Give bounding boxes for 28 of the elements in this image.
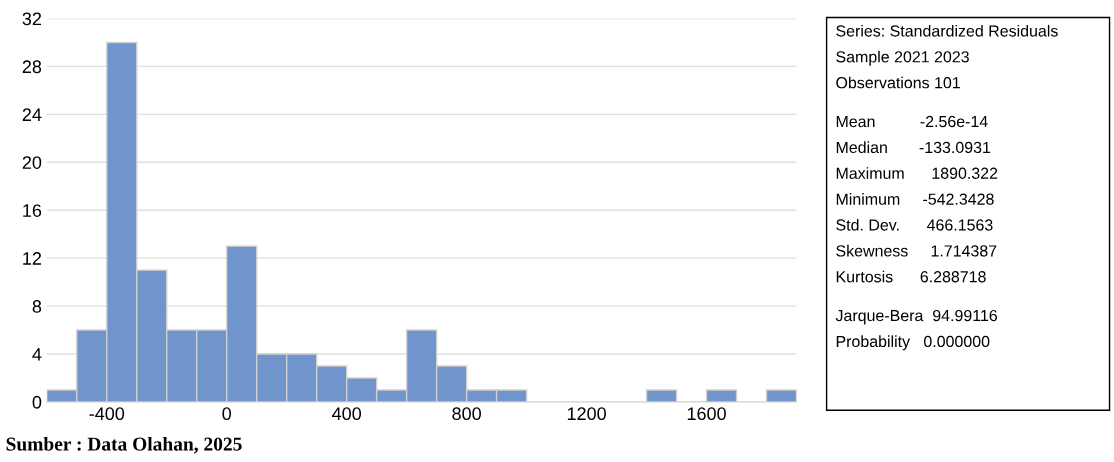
text: Kurtosis 6.288718 [836, 270, 986, 283]
x-tick-label: 1600 [687, 407, 726, 421]
text: Skewness 1.714387 [836, 244, 997, 257]
y-tick-label: 4 [32, 348, 42, 361]
y-tick-label: 8 [32, 300, 42, 313]
text: Series: Standardized Residuals [836, 24, 1058, 37]
x-tick-label: 0 [222, 407, 232, 421]
x-tick-label: 400 [332, 407, 362, 421]
y-tick-label: 24 [22, 108, 42, 121]
text: Sumber : Data Olahan, 2025 [6, 436, 242, 454]
text: Median -133.0931 [836, 141, 991, 154]
text: Maximum 1890.322 [836, 167, 998, 179]
text: Jarque-Bera 94.99116 [835, 309, 998, 325]
x-tick-label: -400 [89, 407, 125, 421]
text: Mean -2.56e-14 [836, 115, 988, 128]
text: Minimum -542.3428 [836, 193, 994, 205]
y-tick-label: 0 [32, 395, 42, 409]
x-tick-label: 1200 [567, 407, 606, 421]
text: Probability 0.000000 [836, 335, 990, 351]
text: Observations 101 [836, 76, 960, 89]
x-tick-label: 800 [452, 407, 481, 421]
y-tick-label: 32 [22, 12, 42, 26]
text: Sample 2021 2023 [836, 50, 969, 66]
y-tick-label: 16 [23, 204, 42, 217]
y-tick-label: 28 [22, 60, 42, 74]
y-tick-label: 12 [23, 252, 42, 265]
y-tick-label: 20 [22, 156, 42, 169]
text: Std. Dev. 466.1563 [836, 218, 993, 231]
